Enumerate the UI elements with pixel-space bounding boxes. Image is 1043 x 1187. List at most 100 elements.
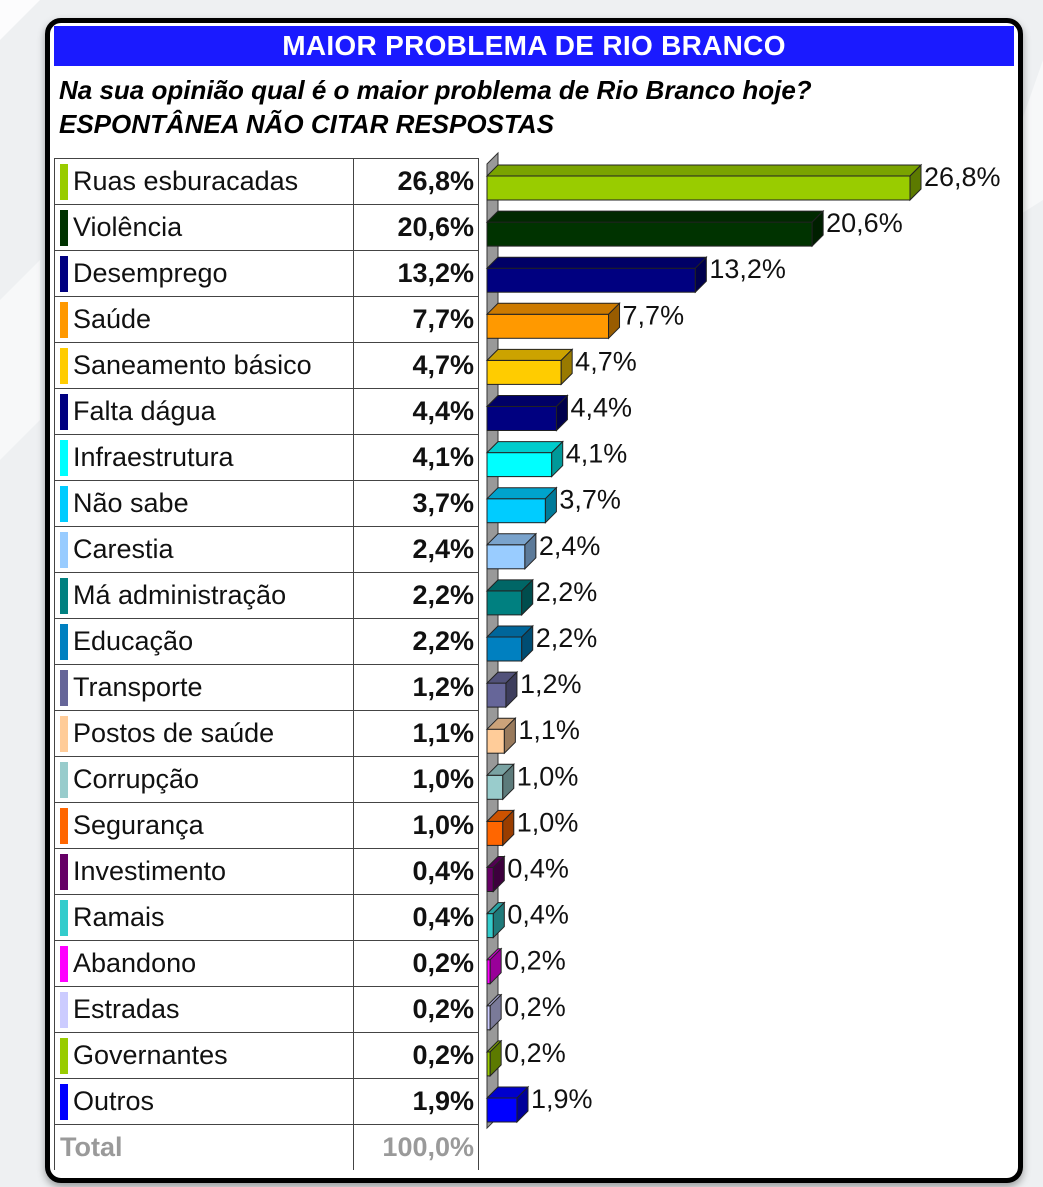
bar-group <box>485 1085 530 1124</box>
legend-swatch <box>60 946 68 982</box>
bar-side-face <box>489 993 502 1032</box>
category-label: Saneamento básico <box>73 350 312 380</box>
data-label: 13,2% <box>709 254 786 284</box>
legend-swatch <box>60 854 68 890</box>
table-row: Saneamento básico 4,7% <box>53 342 479 389</box>
legend-swatch <box>60 440 68 476</box>
percent-cell: 2,2% <box>353 572 479 619</box>
category-label: Transporte <box>73 672 203 702</box>
legend-swatch <box>60 256 68 292</box>
category-cell: Infraestrutura <box>53 434 355 481</box>
category-label: Violência <box>73 212 183 242</box>
data-label: 1,0% <box>517 807 579 837</box>
bar-group <box>485 532 538 571</box>
table-row: Desemprego 13,2% <box>53 250 479 297</box>
legend-swatch <box>60 1038 68 1074</box>
category-label: Governantes <box>73 1040 228 1070</box>
category-cell: Estradas <box>53 986 355 1033</box>
bar-side-face <box>502 809 515 847</box>
bar-top-face <box>485 395 569 407</box>
table-row: Carestia 2,4% <box>53 526 479 573</box>
bar-group <box>485 348 574 386</box>
question-line-2: ESPONTÂNEA NÃO CITAR RESPOSTAS <box>59 109 555 139</box>
bar <box>486 1097 518 1123</box>
legend-swatch <box>60 1084 68 1120</box>
bar <box>486 913 494 939</box>
data-label: 1,9% <box>531 1084 593 1114</box>
bar-side-face <box>489 947 502 985</box>
bar-group <box>485 578 534 617</box>
bar <box>486 544 526 570</box>
bar-group <box>485 255 708 294</box>
category-label: Postos de saúde <box>73 718 275 748</box>
percent-cell: 0,2% <box>353 1032 479 1079</box>
bar-chart: 26,8% 20,6% 13,2% 7,7% 4,7% 4,4% 4,1% 3,7% 2,4% 2… <box>485 151 1001 1130</box>
bar-group <box>485 302 621 340</box>
data-label: 2,4% <box>539 531 601 561</box>
bar <box>486 452 553 478</box>
table-row: Má administração 2,2% <box>53 572 479 619</box>
data-label: 4,7% <box>575 346 637 376</box>
percent-cell: 1,9% <box>353 1078 479 1125</box>
bar-side-face <box>492 901 505 939</box>
category-cell: Má administração <box>53 572 355 619</box>
bar-group <box>485 947 503 985</box>
category-label: Corrupção <box>73 764 200 794</box>
legend-swatch <box>60 486 68 522</box>
percent-cell: 4,1% <box>353 434 479 481</box>
bar-top-face <box>485 210 825 223</box>
bar <box>486 820 504 846</box>
category-label: Não sabe <box>73 488 189 518</box>
percent-cell: 4,4% <box>353 388 479 435</box>
table-row: Falta dágua 4,4% <box>53 388 479 435</box>
data-label: 20,6% <box>826 208 903 238</box>
bar <box>486 867 494 892</box>
bar-group <box>485 855 506 893</box>
bar-group <box>485 163 923 202</box>
bar-side-face <box>505 670 518 709</box>
bar-side-face <box>694 255 707 294</box>
total-row: Total 100,0% <box>53 1124 479 1170</box>
category-label: Má administração <box>73 580 287 610</box>
category-label: Infraestrutura <box>73 442 234 472</box>
bar-side-face <box>544 486 557 524</box>
table-row: Corrupção 1,0% <box>53 756 479 803</box>
table-row: Ramais 0,4% <box>53 894 479 941</box>
data-label: 2,2% <box>536 577 598 607</box>
category-cell: Violência <box>53 204 355 251</box>
table-row: Outros 1,9% <box>53 1078 479 1125</box>
legend-swatch <box>60 716 68 752</box>
bar-side-face <box>492 855 505 893</box>
table-row: Saúde 7,7% <box>53 296 479 343</box>
bar-top-face <box>485 256 708 269</box>
bar-group <box>485 440 564 478</box>
bar-side-face <box>521 624 534 663</box>
bar-side-face <box>909 163 922 202</box>
chart-panel: MAIOR PROBLEMA DE RIO BRANCO Na sua opin… <box>45 18 1023 1183</box>
bar <box>486 406 557 431</box>
data-label: 3,7% <box>559 485 621 515</box>
table-row: Violência 20,6% <box>53 204 479 251</box>
data-label: 0,4% <box>507 900 569 930</box>
category-label: Ruas esburacadas <box>73 166 299 196</box>
bar-group <box>485 209 825 248</box>
legend-swatch <box>60 532 68 568</box>
data-label: 1,1% <box>518 715 580 745</box>
table-row: Não sabe 3,7% <box>53 480 479 527</box>
data-label: 1,0% <box>517 761 579 791</box>
category-cell: Postos de saúde <box>53 710 355 757</box>
bar-group <box>485 763 515 801</box>
bar <box>486 498 546 524</box>
bar-group <box>485 394 569 432</box>
percent-cell: 2,2% <box>353 618 479 665</box>
bar <box>486 221 813 247</box>
data-label: 0,2% <box>504 1038 566 1068</box>
category-cell: Ruas esburacadas <box>53 158 355 205</box>
chart-title: MAIOR PROBLEMA DE RIO BRANCO <box>54 26 1014 66</box>
bar-group <box>485 993 503 1032</box>
category-label: Saúde <box>73 304 152 334</box>
legend-swatch <box>60 992 68 1028</box>
data-label: 26,8% <box>924 162 1001 192</box>
results-table-body: Ruas esburacadas 26,8% Violência 20,6% Desem… <box>53 158 479 1170</box>
legend-swatch <box>60 900 68 936</box>
